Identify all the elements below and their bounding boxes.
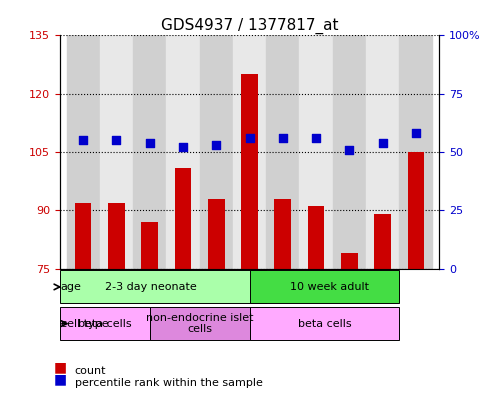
Bar xyxy=(399,35,433,268)
Point xyxy=(412,130,420,136)
Bar xyxy=(233,35,266,268)
Text: non-endocrine islet
cells: non-endocrine islet cells xyxy=(146,313,253,334)
Bar xyxy=(266,35,299,268)
Text: ■: ■ xyxy=(53,360,66,375)
Text: beta cells: beta cells xyxy=(297,319,351,329)
Bar xyxy=(341,253,358,393)
FancyBboxPatch shape xyxy=(60,307,150,340)
Bar xyxy=(366,35,399,268)
Bar xyxy=(175,167,191,393)
Text: age: age xyxy=(60,282,81,292)
FancyBboxPatch shape xyxy=(250,270,399,303)
Bar xyxy=(308,206,324,393)
Point xyxy=(345,147,353,153)
Text: cell type: cell type xyxy=(60,319,108,329)
Title: GDS4937 / 1377817_at: GDS4937 / 1377817_at xyxy=(161,18,338,34)
Bar xyxy=(141,222,158,393)
Bar xyxy=(408,152,424,393)
Text: 2-3 day neonate: 2-3 day neonate xyxy=(105,282,197,292)
FancyBboxPatch shape xyxy=(60,270,266,303)
Bar xyxy=(166,35,200,268)
Bar xyxy=(241,74,258,393)
Bar xyxy=(100,35,133,268)
FancyBboxPatch shape xyxy=(150,307,250,340)
Bar xyxy=(133,35,166,268)
Bar xyxy=(208,198,225,393)
Bar xyxy=(66,35,100,268)
Text: ■: ■ xyxy=(53,372,66,386)
Text: count: count xyxy=(75,366,106,376)
Text: percentile rank within the sample: percentile rank within the sample xyxy=(75,378,263,388)
Point xyxy=(279,135,287,141)
Bar xyxy=(108,202,125,393)
Text: beta cells: beta cells xyxy=(78,319,132,329)
Point xyxy=(246,135,253,141)
Point xyxy=(379,140,387,146)
Bar xyxy=(274,198,291,393)
Point xyxy=(212,142,220,148)
Point xyxy=(312,135,320,141)
Bar xyxy=(75,202,91,393)
Point xyxy=(146,140,154,146)
Point xyxy=(179,144,187,151)
Point xyxy=(79,137,87,143)
Bar xyxy=(299,35,333,268)
FancyBboxPatch shape xyxy=(250,307,399,340)
Bar xyxy=(374,214,391,393)
Text: 10 week adult: 10 week adult xyxy=(290,282,369,292)
Bar xyxy=(200,35,233,268)
Point xyxy=(112,137,120,143)
Bar xyxy=(333,35,366,268)
